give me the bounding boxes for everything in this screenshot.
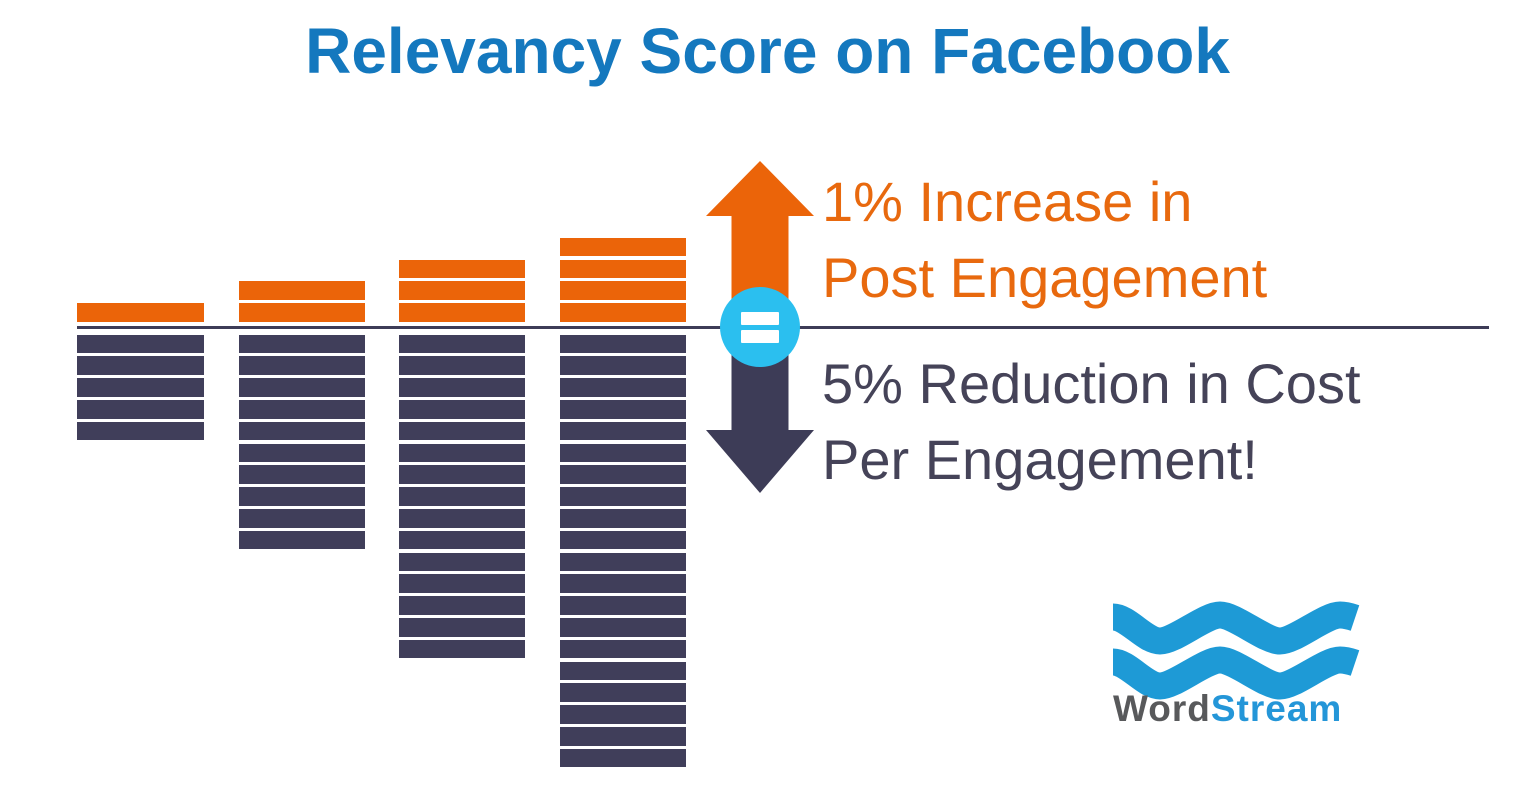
bar-stripe-below — [238, 487, 365, 506]
bar-stripe-above — [77, 303, 204, 322]
equals-icon — [720, 287, 800, 367]
bar-stripe-below — [398, 378, 525, 397]
bar-stripe-below — [238, 421, 365, 441]
wave-bottom — [1110, 646, 1360, 700]
bar-stripe-below — [559, 465, 686, 484]
bar-stripe-above — [238, 303, 365, 322]
increase-line-1: 1% Increase in — [822, 170, 1193, 233]
bar-stripe-below — [398, 465, 525, 484]
bar-stripe-below — [398, 552, 525, 572]
bar-stripe-below — [559, 378, 686, 397]
bar-stripe-below — [559, 574, 686, 593]
bar-stripe-below — [398, 421, 525, 441]
bar-stripe-below — [398, 596, 525, 615]
bar-stripe-above — [398, 281, 525, 300]
wave-top — [1110, 601, 1360, 655]
bar-stripe-below — [559, 705, 686, 724]
bar-stripe-below — [77, 378, 204, 397]
bar-stripe-below — [398, 356, 525, 375]
reduction-line-1: 5% Reduction in Cost — [822, 352, 1361, 415]
bar-stripe-below — [559, 509, 686, 528]
bar-stripe-below — [559, 618, 686, 637]
bar-stripe-below — [398, 574, 525, 593]
bar-stripe-below — [559, 421, 686, 441]
bar-stripe-below — [398, 400, 525, 419]
bar-stripe-below — [398, 509, 525, 528]
bar-stripe-below — [238, 334, 365, 354]
bar-stripe-below — [559, 443, 686, 463]
bar-stripe-below — [559, 334, 686, 354]
increase-text: 1% Increase in Post Engagement — [822, 164, 1267, 316]
increase-line-2: Post Engagement — [822, 246, 1268, 309]
reduction-line-2: Per Engagement! — [822, 428, 1258, 491]
bar-stripe-above — [559, 237, 686, 257]
bar-stripe-below — [238, 378, 365, 397]
page-title: Relevancy Score on Facebook — [305, 15, 1230, 87]
logo-stream: Stream — [1210, 688, 1343, 729]
bar-stripe-below — [238, 400, 365, 419]
bar-stripe-below — [77, 356, 204, 375]
bar-stripe-below — [559, 356, 686, 375]
bar-stripe-below — [398, 334, 525, 354]
bar-stripe-below — [559, 661, 686, 681]
wordstream-logo-text: WordStream — [1113, 688, 1373, 730]
bar-stripe-below — [559, 727, 686, 746]
bar-stripe-below — [398, 443, 525, 463]
bar-stripe-above — [398, 303, 525, 322]
bar-stripe-below — [238, 530, 365, 550]
bar-stripe-below — [559, 639, 686, 659]
equals-bar-bottom — [741, 329, 779, 343]
bar-stripe-below — [238, 443, 365, 463]
bar-stripe-below — [559, 552, 686, 572]
bar-stripe-below — [77, 421, 204, 441]
bar-stripe-below — [398, 618, 525, 637]
bar-stripe-below — [398, 487, 525, 506]
bar-stripe-above — [559, 281, 686, 300]
bar-stripe-below — [559, 683, 686, 702]
bar-stripe-below — [238, 465, 365, 484]
reduction-text: 5% Reduction in Cost Per Engagement! — [822, 346, 1361, 498]
logo-word: Word — [1113, 688, 1211, 729]
bar-stripe-below — [559, 748, 686, 768]
bar-stripe-below — [559, 530, 686, 550]
bar-stripe-below — [559, 400, 686, 419]
bar-stripe-above — [238, 281, 365, 300]
bar-stripe-below — [398, 639, 525, 659]
equals-bar-top — [741, 311, 779, 325]
bar-stripe-below — [77, 334, 204, 354]
bar-stripe-below — [238, 356, 365, 375]
bar-stripe-below — [77, 400, 204, 419]
bar-stripe-below — [238, 509, 365, 528]
bar-stripe-above — [559, 259, 686, 279]
wordstream-waves-icon — [1110, 601, 1360, 700]
bar-stripe-below — [559, 596, 686, 615]
bar-stripe-above — [559, 303, 686, 322]
bar-stripe-below — [559, 487, 686, 506]
bar-stripe-below — [398, 530, 525, 550]
bar-stripe-above — [398, 259, 525, 279]
